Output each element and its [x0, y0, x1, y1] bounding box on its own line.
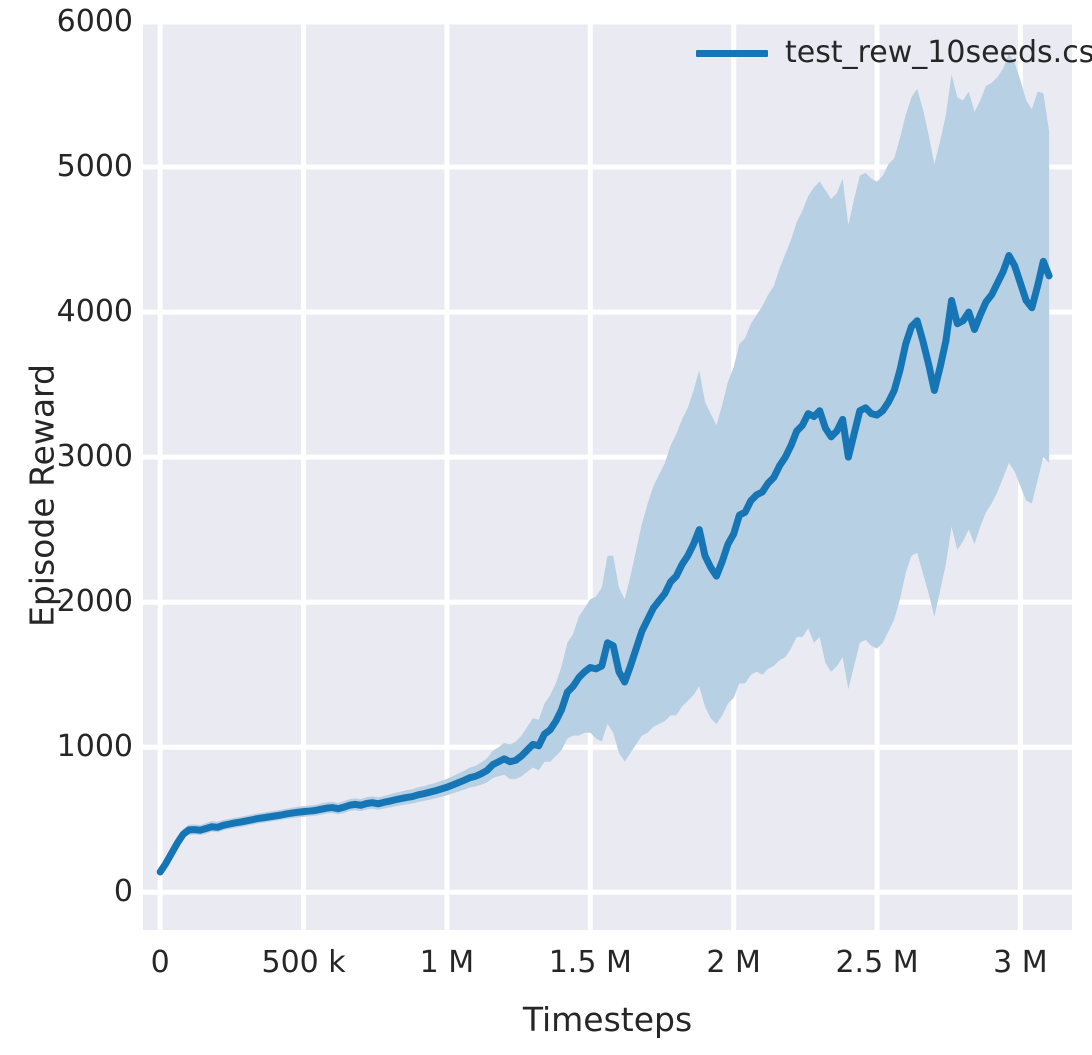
x-axis-tick-labels: 0 500 k 1 M 1.5 M 2 M 2.5 M 3 M: [143, 948, 1072, 988]
x-tick-label-1500000: 1.5 M: [548, 945, 632, 980]
y-tick-label-5000: 5000: [56, 149, 133, 185]
x-tick-label-3000000: 3 M: [993, 945, 1048, 980]
x-tick-label-500000: 500 k: [261, 945, 346, 980]
y-tick-label-0: 0: [113, 874, 133, 910]
plot-canvas: [143, 22, 1072, 930]
x-tick-label-0: 0: [150, 945, 170, 980]
y-axis-label: Episode Reward: [22, 364, 62, 627]
plot-area: [143, 22, 1072, 930]
y-tick-label-3000: 3000: [56, 439, 133, 475]
legend-label: test_rew_10seeds.csv: [785, 35, 1092, 70]
y-tick-label-1000: 1000: [56, 729, 133, 765]
y-tick-label-4000: 4000: [56, 294, 133, 330]
y-axis-tick-labels: 0 1000 2000 3000 4000 5000 6000: [6, 7, 133, 930]
x-tick-label-1000000: 1 M: [419, 945, 475, 980]
x-axis-label: Timesteps: [522, 1000, 693, 1039]
chart-legend: test_rew_10seeds.csv: [690, 36, 1092, 70]
legend-line-swatch: [696, 49, 768, 57]
x-tick-label-2000000: 2 M: [706, 945, 761, 980]
y-axis-label-wrapper: Episode Reward: [0, 0, 62, 627]
y-tick-label-6000: 6000: [56, 4, 133, 39]
x-tick-label-2500000: 2.5 M: [835, 945, 919, 980]
reward-line: [156, 252, 1053, 876]
y-tick-label-2000: 2000: [56, 584, 133, 620]
confidence-band: [160, 53, 1050, 875]
